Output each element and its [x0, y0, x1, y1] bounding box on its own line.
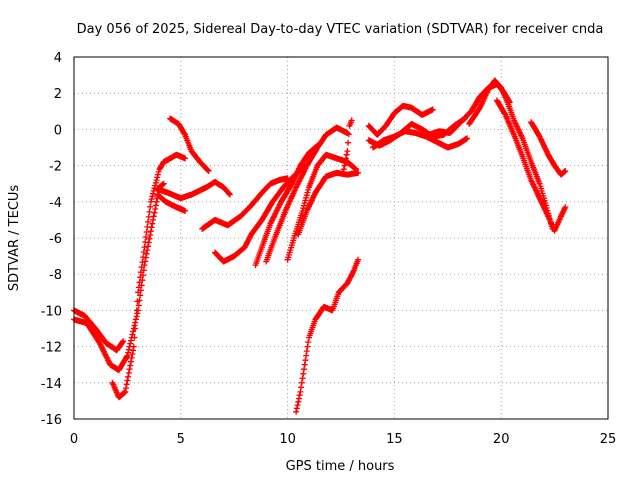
x-axis-tick-labels: 0 5 10 15 20 25: [70, 432, 616, 447]
data-series-arc-21: [528, 119, 569, 178]
data-point-markers: [365, 102, 436, 138]
data-point-markers: [263, 124, 351, 265]
data-series-arc-9: [252, 140, 323, 269]
y-tick-label: -16: [41, 413, 62, 428]
data-series-arc-13: [293, 256, 362, 415]
y-tick-label: -4: [49, 196, 62, 211]
y-tick-label: -8: [49, 268, 62, 283]
data-point-markers: [370, 128, 470, 151]
data-point-markers: [284, 151, 359, 263]
data-series-arc-11: [284, 151, 359, 263]
data-series-arc-12: [295, 169, 362, 238]
data-series-arc-15: [365, 102, 436, 138]
y-tick-label: 2: [54, 87, 62, 102]
data-point-markers: [340, 117, 355, 176]
data-point-markers: [295, 169, 362, 238]
y-tick-label: -12: [41, 341, 62, 356]
data-series-arc-7: [199, 175, 291, 232]
y-tick-label: -14: [41, 377, 62, 392]
x-tick-label: 25: [600, 432, 617, 447]
data-series-arc-14: [340, 117, 355, 176]
y-axis-label: SDTVAR / TECUs: [7, 185, 22, 292]
y-axis-tick-labels: 4 2 0 -2 -4 -6 -8 -10 -12 -14 -16: [41, 51, 62, 428]
data-point-markers: [528, 119, 569, 178]
x-tick-label: 0: [70, 432, 78, 447]
x-tick-label: 5: [177, 432, 185, 447]
data-series-arc-3: [109, 151, 189, 401]
data-point-markers: [252, 140, 323, 269]
data-point-markers: [199, 175, 291, 232]
data-point-markers: [154, 178, 233, 202]
data-series-arc-6: [167, 115, 212, 174]
x-tick-label: 20: [493, 432, 510, 447]
data-series-arc-20: [493, 97, 569, 234]
y-tick-label: -6: [49, 232, 62, 247]
chart-grid: [74, 57, 608, 419]
y-tick-label: -2: [49, 160, 62, 175]
data-series-arc-17: [370, 128, 470, 151]
data-series-arc-10: [263, 124, 351, 265]
data-series-arc-4: [154, 178, 233, 202]
y-tick-label: 4: [54, 51, 62, 66]
y-tick-label: 0: [54, 123, 62, 138]
data-series-arc-19: [466, 77, 556, 232]
chart-marks: [71, 77, 569, 415]
x-tick-label: 15: [386, 432, 403, 447]
data-point-markers: [154, 191, 189, 214]
x-axis-label: GPS time / hours: [286, 459, 395, 474]
chart-title: Day 056 of 2025, Sidereal Day-to-day VTE…: [77, 22, 604, 37]
y-tick-label: -10: [41, 304, 62, 319]
data-point-markers: [466, 77, 556, 232]
data-point-markers: [293, 256, 362, 415]
data-series-arc-5: [154, 191, 189, 214]
data-point-markers: [109, 151, 189, 401]
data-point-markers: [167, 115, 212, 174]
data-point-markers: [493, 97, 569, 234]
x-tick-label: 10: [279, 432, 296, 447]
plot-frame: [73, 56, 609, 420]
